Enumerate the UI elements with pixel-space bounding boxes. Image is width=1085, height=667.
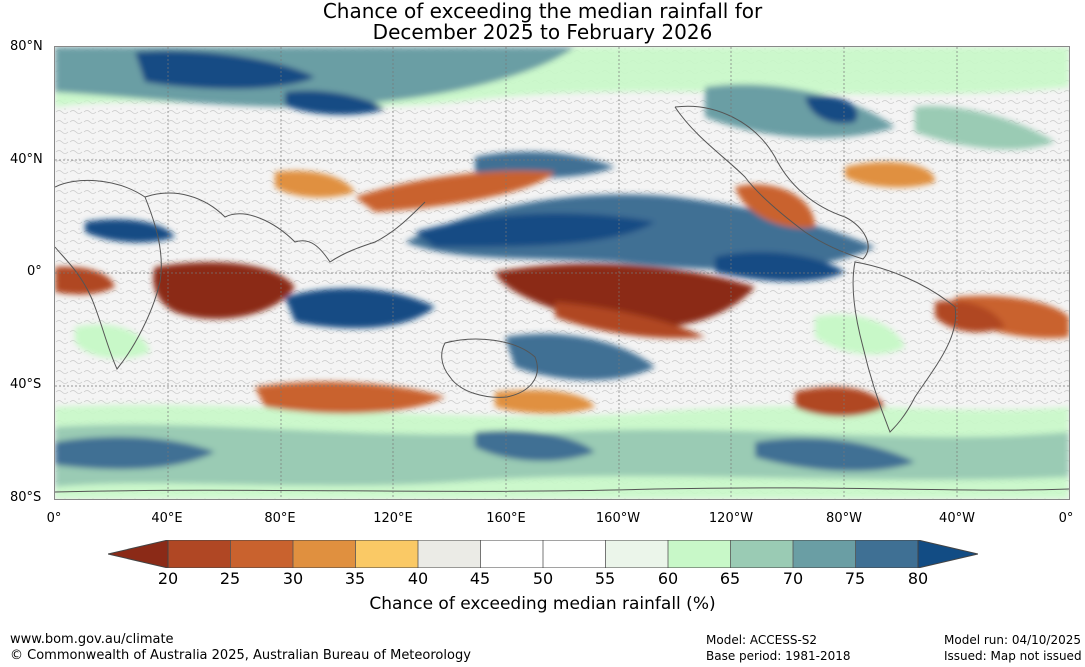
colorbar-tick-55: 55	[594, 569, 616, 588]
graticule	[55, 47, 1069, 499]
lat-label-40s: 40°S	[10, 377, 42, 392]
colorbar-cell	[480, 540, 543, 568]
lon-label-80w: 80°W	[826, 511, 862, 526]
colorbar-tick-80: 80	[907, 569, 929, 588]
lat-label-40n: 40°N	[10, 152, 43, 167]
colorbar-label: Chance of exceeding median rainfall (%)	[369, 594, 716, 614]
footer-website[interactable]: www.bom.gov.au/climate	[10, 632, 174, 647]
colorbar	[108, 540, 978, 568]
colorbar-tick-35: 35	[344, 569, 366, 588]
colorbar-cell	[355, 540, 418, 568]
rainfall-map	[54, 46, 1070, 500]
colorbar-cell	[668, 540, 731, 568]
rainfall-anomaly-fields	[55, 47, 1069, 499]
lon-label-0-east: 0°	[1058, 511, 1074, 526]
colorbar-cell	[230, 540, 293, 568]
colorbar-cell	[730, 540, 793, 568]
coastlines	[55, 105, 1069, 493]
lon-label-40w: 40°W	[939, 511, 975, 526]
lon-label-40e: 40°E	[151, 511, 183, 526]
lon-label-160e: 160°E	[486, 511, 526, 526]
lon-label-80e: 80°E	[264, 511, 296, 526]
footer-base-period: Base period: 1981-2018	[706, 649, 851, 663]
lat-label-80n: 80°N	[10, 39, 43, 54]
lat-label-80s: 80°S	[10, 490, 42, 505]
map-title-line2: December 2025 to February 2026	[372, 20, 713, 44]
footer-model-run: Model run: 04/10/2025	[944, 633, 1082, 647]
lon-label-120w: 120°W	[708, 511, 754, 526]
rainfall-map-canvas	[55, 47, 1069, 499]
footer-issued: Issued: Map not issued	[944, 649, 1082, 663]
colorbar-tick-30: 30	[282, 569, 304, 588]
colorbar-extend-high	[917, 540, 978, 568]
colorbar-tick-50: 50	[532, 569, 554, 588]
colorbar-cell	[605, 540, 668, 568]
colorbar-cell	[793, 540, 856, 568]
colorbar-tick-45: 45	[469, 569, 491, 588]
lon-label-160w: 160°W	[595, 511, 641, 526]
lon-label-120e: 120°E	[373, 511, 413, 526]
footer-model: Model: ACCESS-S2	[706, 633, 818, 647]
lon-label-0: 0°	[46, 511, 62, 526]
footer-copyright: © Commonwealth of Australia 2025, Austra…	[10, 648, 471, 663]
colorbar-cell	[855, 540, 918, 568]
colorbar-tick-70: 70	[782, 569, 804, 588]
colorbar-tick-75: 75	[844, 569, 866, 588]
colorbar-extend-low	[108, 540, 169, 568]
colorbar-cell	[418, 540, 481, 568]
colorbar-cell	[168, 540, 231, 568]
colorbar-tick-60: 60	[657, 569, 679, 588]
colorbar-cell	[293, 540, 356, 568]
map-title-line1: Chance of exceeding the median rainfall …	[322, 0, 763, 23]
lat-label-equator: 0°	[27, 264, 42, 279]
colorbar-tick-40: 40	[407, 569, 429, 588]
colorbar-tick-65: 65	[719, 569, 741, 588]
colorbar-cell	[543, 540, 606, 568]
colorbar-tick-20: 20	[157, 569, 179, 588]
colorbar-tick-25: 25	[219, 569, 241, 588]
